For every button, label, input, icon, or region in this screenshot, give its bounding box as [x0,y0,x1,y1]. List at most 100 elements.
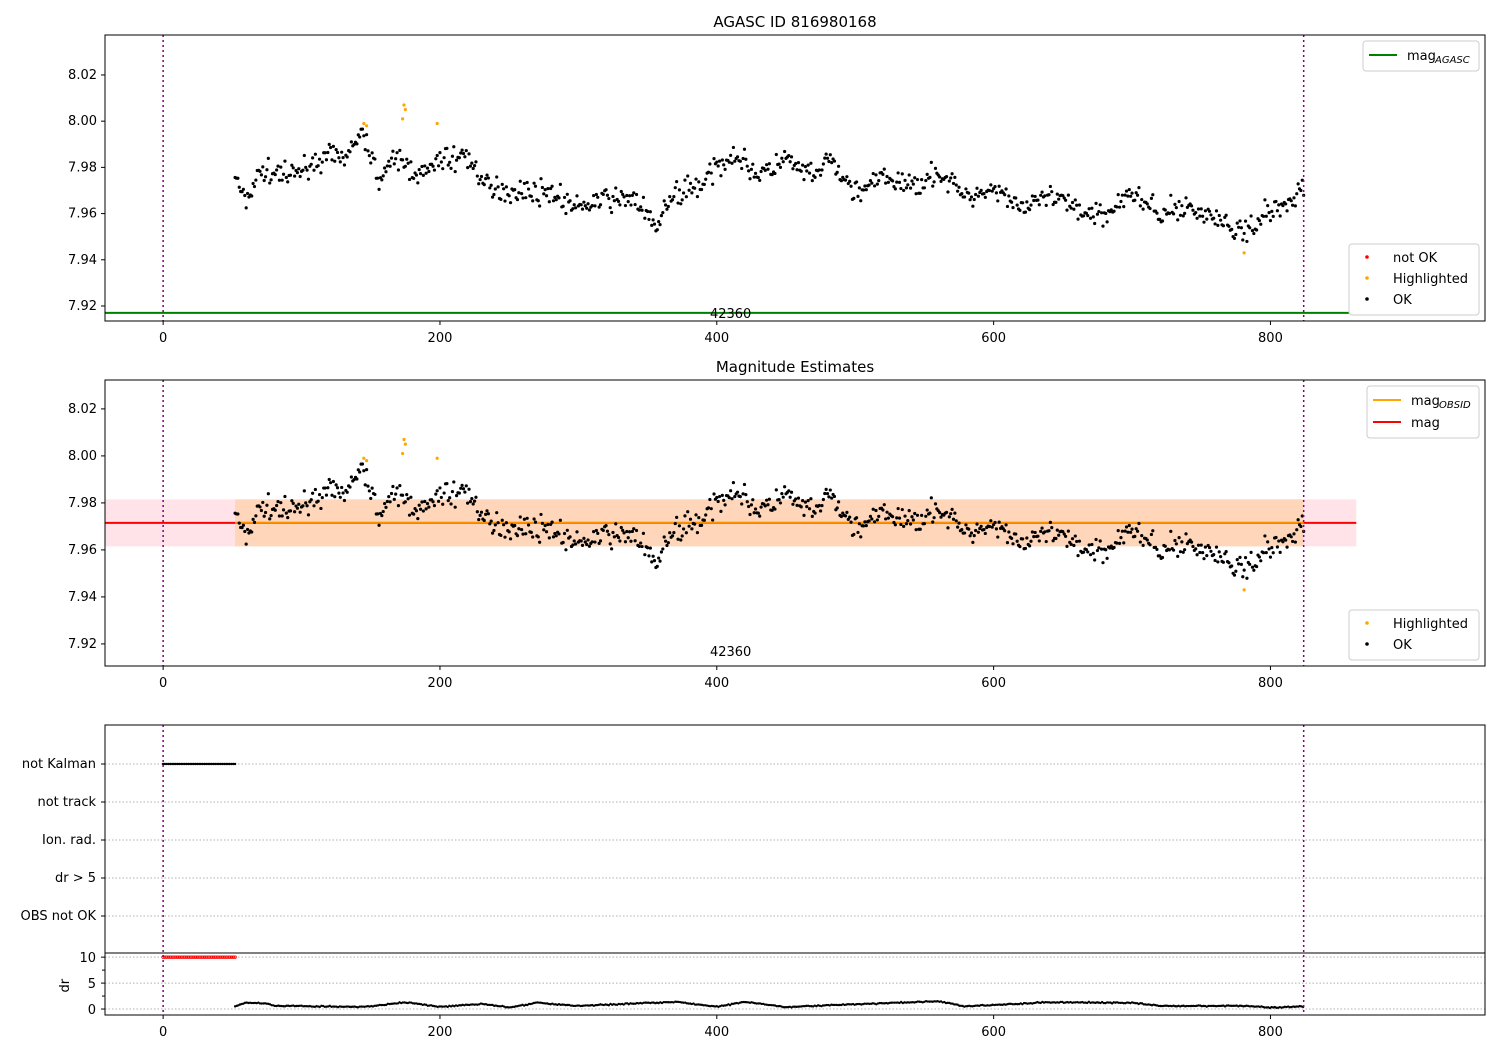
ok-point [572,539,576,543]
ok-point [659,550,664,554]
ok-point [464,148,468,153]
ok-point [367,153,371,158]
ok-point [1088,553,1093,557]
ok-point [805,169,809,173]
ok-point [920,513,924,517]
ok-point [1270,546,1274,550]
ok-point [301,168,305,172]
ok-point [684,531,688,535]
ok-point [1213,222,1217,226]
ok-point [252,520,257,525]
ok-point [900,172,904,176]
ok-point [788,160,792,164]
ok-point [485,173,489,177]
ok-point [1243,219,1248,223]
ok-point [885,510,889,514]
ok-point [423,499,427,504]
ok-point [648,210,652,214]
ok-point [1095,212,1100,216]
ok-point [711,518,715,522]
ok-point [580,207,585,211]
ok-point [1271,214,1275,218]
ok-point [893,523,897,527]
ok-point [1250,565,1255,569]
ok-point [969,195,974,199]
ok-point [520,527,524,532]
ok-point [431,500,435,504]
ok-point [922,186,927,190]
ok-point [914,528,918,532]
ok-point [637,544,641,549]
ok-point [676,537,680,541]
ok-point [914,192,918,196]
ok-point [1227,224,1231,228]
x-tick-label: 0 [159,676,167,691]
ok-point [630,529,634,534]
flag-point [232,762,235,766]
dr-high-point [165,955,169,959]
ok-point [546,522,550,527]
flag-point [228,762,231,766]
ok-point [245,191,250,196]
ok-point [931,520,935,524]
ok-point [1292,532,1296,536]
ok-point [684,195,688,199]
dr-point [348,1005,351,1009]
ok-point [884,517,888,521]
ok-point [342,163,347,167]
dr-point [572,1004,576,1008]
ok-point [1270,209,1274,213]
ok-point [550,184,554,188]
ok-point [1237,562,1241,566]
ok-point [677,524,682,528]
dr-point [1102,1001,1106,1005]
ok-point [859,535,863,539]
ok-point [643,216,647,220]
ok-point [896,506,900,511]
ok-point [250,194,254,198]
ok-point [956,189,960,193]
ok-point [881,172,885,176]
ok-point [1134,191,1138,195]
ok-point [906,519,910,523]
ok-point [1047,193,1051,197]
ok-point [1209,549,1213,553]
ok-point [763,168,767,172]
ok-point [394,157,398,161]
ok-point [331,479,335,484]
ok-point [1295,528,1299,532]
ok-point [376,512,380,516]
ok-point [1181,550,1185,554]
dr-high-point [217,955,221,959]
ok-point [1201,214,1205,218]
ok-point [863,184,867,188]
ok-point [830,161,834,165]
highlighted-point [365,459,369,463]
category-label: OBS not OK [21,909,97,924]
legend-label: Highlighted [1393,272,1468,287]
y-tick-label: 7.92 [68,299,97,314]
ok-point [627,194,632,198]
ok-point [885,174,889,179]
ok-point [438,151,442,155]
x-tick-label: 800 [1258,331,1283,346]
ok-point [783,149,787,154]
ok-point [508,201,513,205]
ok-point [547,200,551,204]
legend-subscript: AGASC [1434,55,1470,66]
ok-point [518,179,522,183]
ok-point [276,164,280,168]
ok-point [716,164,720,168]
ok-point [913,176,917,180]
ok-point [910,179,914,183]
flag-point [223,762,226,766]
ok-point [1264,551,1268,555]
ok-point [794,497,798,501]
ok-point [946,190,950,194]
ok-point [835,506,839,510]
ok-point [1277,203,1281,207]
ok-point [1087,543,1091,547]
ok-point [1248,562,1252,566]
ok-point [1237,225,1241,229]
ok-point [240,526,244,530]
